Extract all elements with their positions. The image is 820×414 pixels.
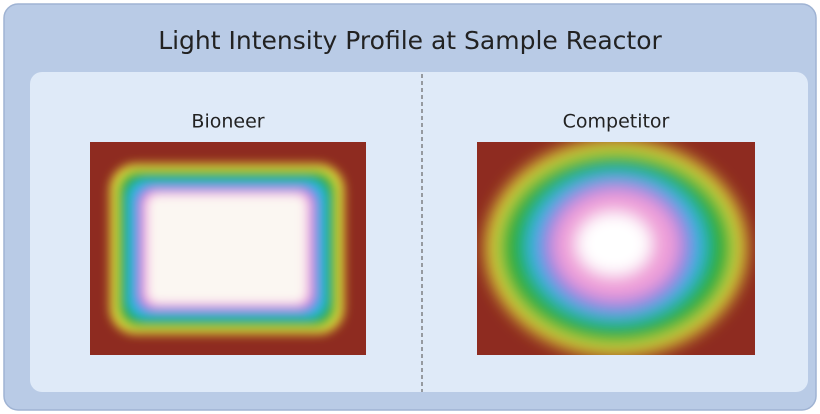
heatmap-bioneer <box>90 142 366 355</box>
heatmap-competitor <box>477 140 755 356</box>
title: Light Intensity Profile at Sample Reacto… <box>158 26 662 55</box>
panel-label: Bioneer <box>191 111 264 133</box>
figure: Light Intensity Profile at Sample Reacto… <box>0 0 820 414</box>
panel-label: Competitor <box>563 111 670 133</box>
